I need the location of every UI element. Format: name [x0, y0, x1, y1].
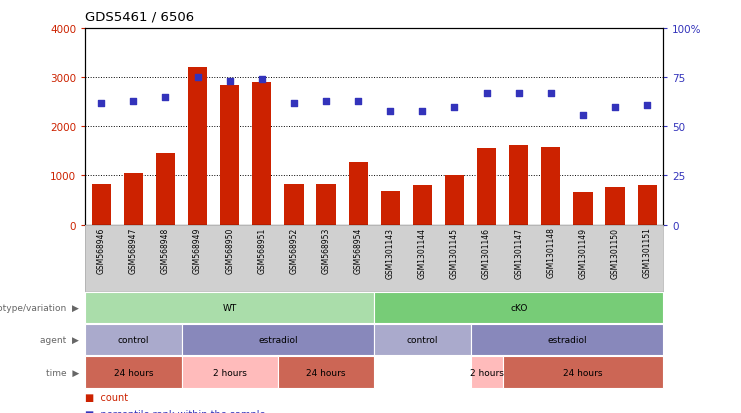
- Bar: [413, 186, 432, 225]
- Text: GSM1301143: GSM1301143: [386, 227, 395, 278]
- Bar: [541, 148, 560, 225]
- Bar: [477, 149, 496, 225]
- Point: [641, 102, 653, 109]
- Point: [288, 100, 300, 107]
- Bar: [156, 154, 175, 225]
- Text: GSM568950: GSM568950: [225, 227, 234, 273]
- Text: cKO: cKO: [510, 303, 528, 312]
- Text: time  ▶: time ▶: [46, 368, 79, 377]
- Text: estradiol: estradiol: [258, 335, 298, 344]
- Point: [416, 108, 428, 114]
- Point: [224, 78, 236, 85]
- Point: [352, 98, 364, 105]
- Point: [481, 90, 493, 97]
- Point: [127, 98, 139, 105]
- Bar: [252, 83, 271, 225]
- Bar: [316, 185, 336, 225]
- Text: 24 hours: 24 hours: [563, 368, 602, 377]
- Bar: [124, 173, 143, 225]
- Text: GSM568948: GSM568948: [161, 227, 170, 273]
- Bar: [445, 176, 464, 225]
- Text: agent  ▶: agent ▶: [41, 335, 79, 344]
- Bar: [574, 192, 593, 225]
- Bar: [348, 162, 368, 225]
- Point: [320, 98, 332, 105]
- Text: GSM568946: GSM568946: [97, 227, 106, 273]
- Bar: [188, 68, 207, 225]
- Text: control: control: [407, 335, 438, 344]
- Text: control: control: [118, 335, 149, 344]
- Point: [448, 104, 460, 111]
- Point: [96, 100, 107, 107]
- Text: GSM568949: GSM568949: [193, 227, 202, 273]
- Text: 24 hours: 24 hours: [306, 368, 346, 377]
- Text: GSM1301144: GSM1301144: [418, 227, 427, 278]
- Text: GSM1301147: GSM1301147: [514, 227, 523, 278]
- Text: GSM1301149: GSM1301149: [579, 227, 588, 278]
- Text: GSM568954: GSM568954: [353, 227, 362, 273]
- Text: estradiol: estradiol: [547, 335, 587, 344]
- Text: GSM1301148: GSM1301148: [546, 227, 555, 278]
- Text: GSM568947: GSM568947: [129, 227, 138, 273]
- Point: [577, 112, 589, 119]
- Text: GSM568953: GSM568953: [322, 227, 330, 273]
- Text: ■  count: ■ count: [85, 392, 128, 402]
- Text: GSM568952: GSM568952: [290, 227, 299, 273]
- Text: 24 hours: 24 hours: [113, 368, 153, 377]
- Point: [192, 75, 204, 81]
- Point: [385, 108, 396, 114]
- Point: [159, 94, 171, 101]
- Point: [545, 90, 556, 97]
- Point: [513, 90, 525, 97]
- Text: GSM1301150: GSM1301150: [611, 227, 619, 278]
- Bar: [285, 184, 304, 225]
- Text: GSM568951: GSM568951: [257, 227, 266, 273]
- Bar: [637, 186, 657, 225]
- Bar: [220, 85, 239, 225]
- Text: genotype/variation  ▶: genotype/variation ▶: [0, 303, 79, 312]
- Bar: [509, 146, 528, 225]
- Text: 2 hours: 2 hours: [213, 368, 247, 377]
- Text: ■  percentile rank within the sample: ■ percentile rank within the sample: [85, 409, 266, 413]
- Text: GDS5461 / 6506: GDS5461 / 6506: [85, 10, 194, 23]
- Text: GSM1301145: GSM1301145: [450, 227, 459, 278]
- Point: [609, 104, 621, 111]
- Bar: [605, 188, 625, 225]
- Text: GSM1301151: GSM1301151: [642, 227, 651, 278]
- Text: WT: WT: [222, 303, 237, 312]
- Text: 2 hours: 2 hours: [470, 368, 504, 377]
- Bar: [92, 185, 111, 225]
- Text: GSM1301146: GSM1301146: [482, 227, 491, 278]
- Bar: [381, 192, 400, 225]
- Point: [256, 76, 268, 83]
